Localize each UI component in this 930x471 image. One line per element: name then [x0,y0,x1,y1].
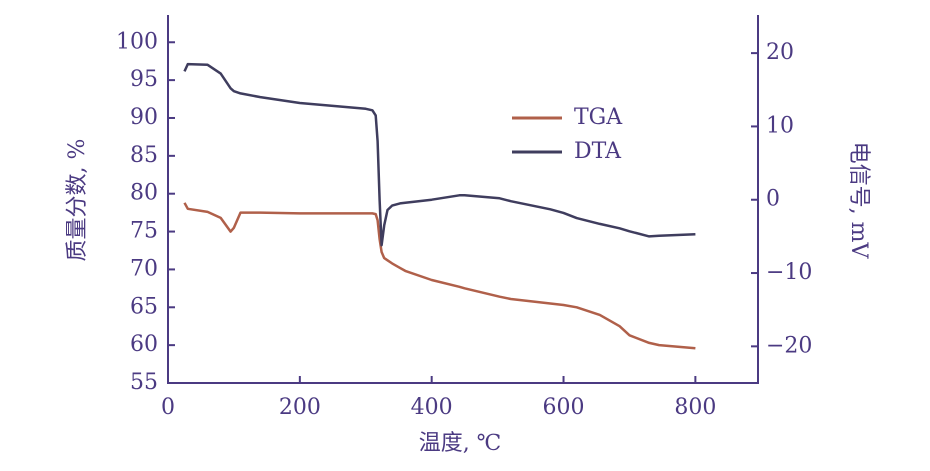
y-tick-label: 80 [130,181,158,206]
y-tick-label: 60 [130,332,158,357]
y-tick-label: 95 [130,67,158,92]
y2-tick-label: 20 [766,40,794,65]
x-tick-label: 400 [411,395,453,420]
y2-axis-title: 电信号, mV [846,142,871,260]
x-tick-label: 600 [543,395,585,420]
y2-tick-label: −10 [766,260,812,285]
legend-label: TGA [574,105,623,130]
y-axis-title: 质量分数, % [65,139,90,262]
data-line [183,62,696,247]
x-axis-title: 温度, ℃ [419,431,502,456]
y-tick-label: 65 [130,294,158,319]
legend-label: DTA [574,139,622,164]
y2-tick-label: 0 [766,187,780,212]
x-tick-label: 0 [161,395,175,420]
y2-tick-label: 10 [766,113,794,138]
x-tick-label: 800 [674,395,716,420]
x-tick-label: 200 [279,395,321,420]
y-tick-label: 70 [130,256,158,281]
y-tick-label: 100 [116,29,158,54]
y-tick-label: 85 [130,143,158,168]
data-line [183,202,696,350]
y-tick-label: 75 [130,219,158,244]
y-tick-label: 55 [130,370,158,395]
y2-tick-label: −20 [766,333,812,358]
y-tick-label: 90 [130,105,158,130]
axis-frame [167,15,759,384]
